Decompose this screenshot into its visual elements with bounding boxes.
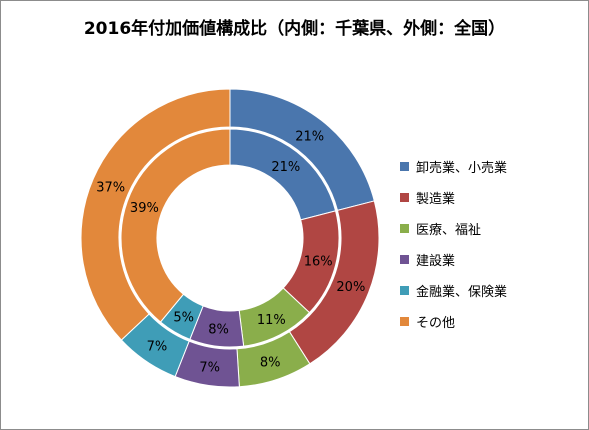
- data-label-inner-4: 5%: [173, 310, 194, 325]
- data-label-outer-4: 7%: [147, 340, 168, 355]
- data-label-outer-1: 20%: [336, 280, 365, 295]
- legend-swatch: [400, 162, 409, 171]
- legend-swatch: [400, 193, 409, 202]
- legend-label: その他: [416, 316, 456, 331]
- slice-outer-5: [80, 88, 231, 341]
- data-label-inner-5: 39%: [130, 201, 159, 216]
- legend-item-3: 建設業: [400, 244, 507, 275]
- data-label-inner-3: 8%: [208, 322, 229, 337]
- data-label-inner-2: 11%: [257, 313, 286, 328]
- legend-swatch: [400, 224, 409, 233]
- legend-swatch: [400, 317, 409, 326]
- data-label-outer-2: 8%: [260, 356, 281, 371]
- chart-title: 2016年付加価値構成比（内側：千葉県、外側：全国）: [83, 19, 506, 39]
- legend: 卸売業、小売業 製造業医療、福祉建設業金融業、保険業 その他: [400, 151, 507, 337]
- legend-swatch: [400, 255, 409, 264]
- legend-item-0: 卸売業、小売業: [400, 151, 507, 182]
- legend-label: 製造業: [416, 192, 456, 207]
- legend-item-2: 医療、福祉: [400, 213, 507, 244]
- legend-label: 金融業、保険業: [416, 285, 508, 300]
- slice-inner-5: [120, 128, 231, 323]
- data-label-inner-1: 16%: [304, 255, 333, 270]
- data-label-outer-3: 7%: [199, 360, 220, 375]
- legend-label: 卸売業、小売業: [416, 161, 508, 176]
- data-label-outer-0: 21%: [295, 129, 324, 144]
- legend-item-1: 製造業: [400, 182, 507, 213]
- data-label-inner-0: 21%: [271, 160, 300, 175]
- legend-label: 建設業: [416, 254, 456, 269]
- legend-item-5: その他: [400, 306, 507, 337]
- legend-swatch: [400, 286, 409, 295]
- legend-label: 医療、福祉: [416, 223, 482, 238]
- legend-item-4: 金融業、保険業: [400, 275, 507, 306]
- data-label-outer-5: 37%: [96, 180, 125, 195]
